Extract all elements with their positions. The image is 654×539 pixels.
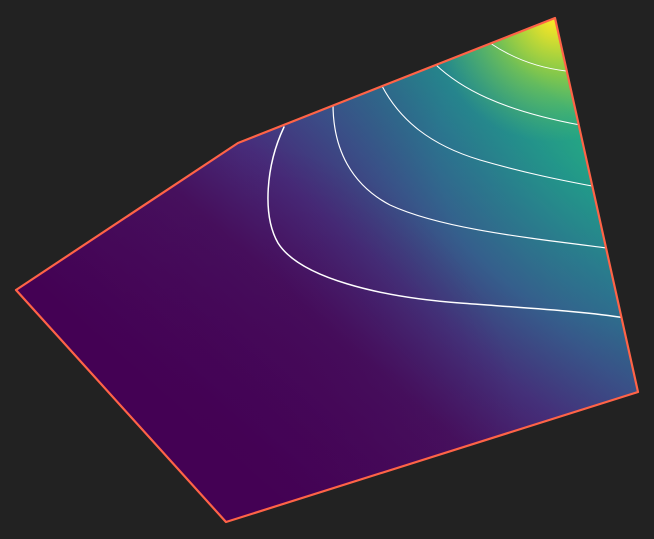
contour-line-1 bbox=[267, 126, 626, 319]
contour-line-3 bbox=[381, 85, 593, 187]
contour-line-2 bbox=[332, 103, 608, 249]
contour-line-4 bbox=[434, 63, 581, 126]
contour-line-5 bbox=[489, 42, 567, 72]
contour-lines bbox=[267, 42, 626, 319]
surface-outline bbox=[14, 16, 640, 524]
